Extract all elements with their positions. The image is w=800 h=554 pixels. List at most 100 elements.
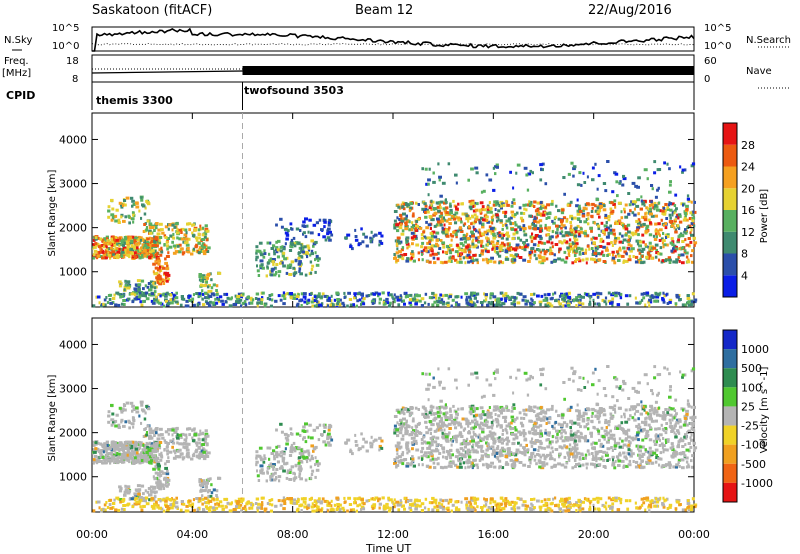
velocity-cell-1587: [660, 442, 664, 446]
power-cell-2974: [127, 297, 131, 301]
power-cell-1520: [610, 241, 613, 244]
power-cell-393: [135, 205, 140, 209]
power-cell-908: [297, 251, 302, 255]
velocity-cell-1631: [420, 438, 424, 441]
velocity-cell-763: [201, 481, 205, 484]
velocity-cell-1370: [435, 449, 440, 453]
power-cell-2068: [398, 250, 402, 254]
power-cell-1845: [543, 250, 548, 254]
power-cell-1489: [684, 228, 687, 232]
velocity-cell-28: [115, 453, 118, 457]
power-cell-2413: [454, 221, 458, 225]
velocity-cell-849: [288, 478, 293, 481]
velocity-cell-1159: [633, 437, 638, 441]
power-cell-2252: [429, 231, 433, 235]
power-cell-1211: [396, 229, 400, 233]
power-cell-344: [99, 250, 102, 254]
power-cell-3103: [360, 293, 364, 297]
velocity-cell-344: [99, 455, 102, 459]
velocity-cell-1083: [495, 455, 499, 459]
power-cell-1041: [648, 249, 652, 253]
power-cell-2503: [514, 253, 518, 257]
power-cell-2134: [533, 253, 537, 257]
velocity-cell-1295: [647, 423, 651, 427]
power-cell-1371: [504, 210, 508, 214]
power-cell-2487: [568, 232, 572, 236]
power-cell-3113: [427, 302, 430, 306]
power-cell-2854: [195, 292, 199, 295]
velocity-cell-1385: [576, 422, 581, 426]
power-cell-512: [178, 228, 182, 232]
velocity-cell-806: [272, 478, 277, 482]
power-cell-741: [215, 284, 219, 288]
power-cell-1246: [431, 200, 435, 204]
power-cell-2893: [451, 298, 455, 302]
velocity-cell-1210: [609, 433, 614, 437]
power-cell-881: [276, 255, 280, 259]
power-cell-2530: [586, 175, 589, 179]
power-cell-3145: [578, 295, 582, 299]
power-cell-2054: [502, 233, 506, 237]
velocity-cell-356: [130, 452, 133, 456]
power-cell-2529: [512, 186, 515, 190]
power-cell-2748: [204, 300, 208, 304]
power-cell-1727: [448, 256, 452, 260]
power-cell-1129: [459, 237, 464, 241]
velocity-cell-596: [194, 441, 199, 445]
power-cell-2664: [133, 297, 138, 301]
velocity-cell-1177: [480, 457, 484, 461]
power-cell-841: [287, 266, 292, 269]
power-cell-2460: [680, 234, 685, 238]
power-cell-2466: [642, 222, 646, 226]
velocity-cell-1488: [512, 406, 516, 410]
power-cell-1178: [404, 221, 408, 225]
power-cell-1424: [674, 228, 678, 232]
power-cell-1922: [617, 254, 622, 258]
power-cell-1866: [397, 205, 401, 209]
power-cell-2734: [500, 297, 503, 301]
velocity-cell-1254: [642, 445, 645, 449]
power-cell-2361: [685, 204, 689, 208]
power-cell-1636: [584, 207, 588, 211]
power-cell-2588: [428, 167, 431, 171]
power-cell-582: [176, 231, 180, 235]
power-cell-1454: [659, 209, 662, 213]
velocity-cell-818: [269, 478, 272, 482]
power-cell-2613: [622, 174, 626, 178]
velocity-cell-1130: [484, 452, 488, 456]
power-cell-606: [202, 245, 206, 249]
power-cell-1354: [670, 237, 674, 241]
power-cell-1608: [492, 203, 496, 207]
power-cell-1330: [400, 248, 404, 252]
velocity-cell-357: [111, 455, 116, 459]
power-cell-118: [122, 246, 127, 250]
power-cell-2585: [602, 182, 607, 185]
power-cell-1535: [638, 248, 641, 252]
velocity-cell-349: [148, 460, 152, 464]
velocity-cell-1271: [398, 423, 402, 426]
power-cell-2473: [452, 230, 456, 234]
power-cell-2732: [506, 294, 510, 298]
power-cell-2231: [673, 226, 676, 230]
power-cell-1767: [693, 243, 696, 247]
power-cell-2997: [153, 297, 157, 301]
velocity-cell-341: [132, 458, 136, 462]
power-cell-2243: [675, 215, 678, 219]
noise-panel-frame: [91, 26, 695, 52]
power-cell-1892: [454, 215, 458, 219]
power-cell-2589: [488, 178, 493, 182]
velocity-cell-461: [198, 441, 201, 445]
power-cell-1713: [433, 252, 438, 256]
power-cell-2341: [452, 217, 457, 221]
velocity-cell-681: [123, 490, 128, 494]
power-cell-3016: [96, 295, 101, 299]
velocity-cell-203: [116, 442, 119, 446]
power-cell-3107: [504, 292, 508, 296]
power-cell-747: [212, 283, 216, 287]
velocity-cell-242: [125, 446, 129, 450]
velocity-cell-803: [278, 479, 281, 483]
velocity-cell-1514: [587, 422, 590, 426]
power-cell-2701: [316, 303, 321, 307]
power-cell-2954: [444, 293, 449, 297]
power-cell-1844: [488, 259, 493, 263]
